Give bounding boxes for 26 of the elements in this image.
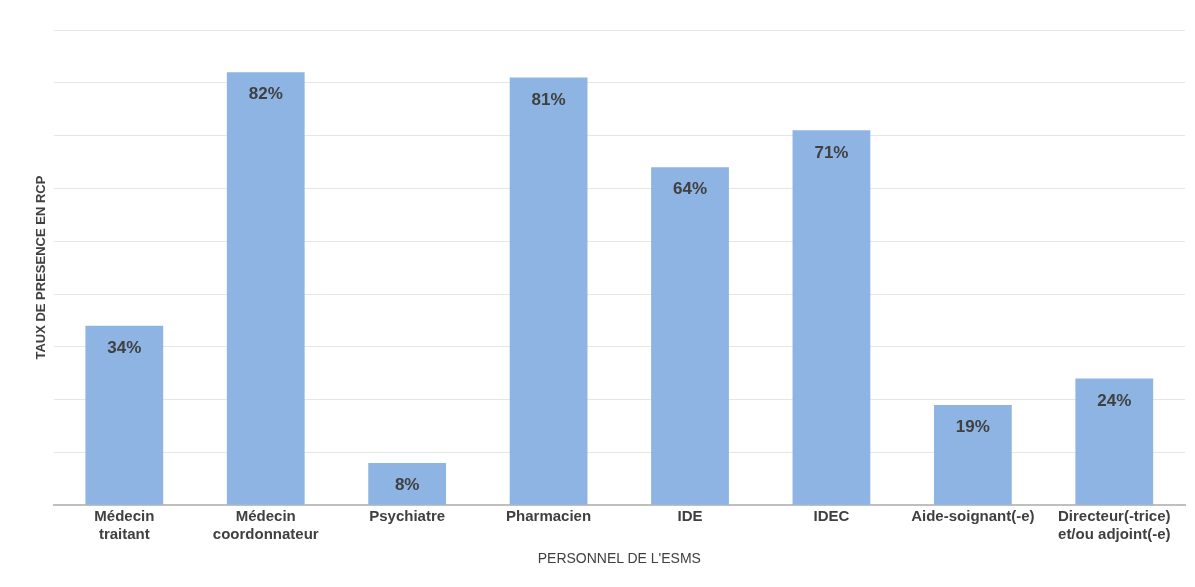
bar <box>792 130 871 505</box>
data-label: 8% <box>394 475 420 495</box>
bar <box>651 167 729 505</box>
data-label: 82% <box>248 84 283 104</box>
data-label: 71% <box>814 142 849 162</box>
x-axis-title: PERSONNEL DE L'ESMS <box>537 550 701 567</box>
x-tick-label: Aide-soignant(-e) <box>911 507 1035 525</box>
y-axis-title: TAUX DE PRESENCE EN RCP <box>33 175 49 360</box>
bar <box>509 77 588 505</box>
data-label: 81% <box>531 89 566 109</box>
bar <box>368 462 447 505</box>
x-tick-label: Médecin coordonnateur <box>212 507 319 543</box>
x-tick-label: Directeur(-trice) et/ou adjoint(-e) <box>1058 507 1171 543</box>
x-tick-label: IDEC <box>813 507 850 525</box>
data-label: 64% <box>673 179 708 199</box>
data-label: 19% <box>955 417 990 437</box>
bar <box>85 325 164 505</box>
data-label: 34% <box>107 337 142 357</box>
x-tick-label: Médecin traitant <box>94 507 155 543</box>
x-tick-label: Psychiatre <box>369 507 446 525</box>
bar <box>226 72 305 505</box>
x-tick-label: Pharmacien <box>506 507 592 525</box>
bar <box>1075 378 1154 505</box>
bar <box>933 404 1012 505</box>
x-tick-label: IDE <box>677 507 703 525</box>
data-label: 24% <box>1097 390 1132 410</box>
